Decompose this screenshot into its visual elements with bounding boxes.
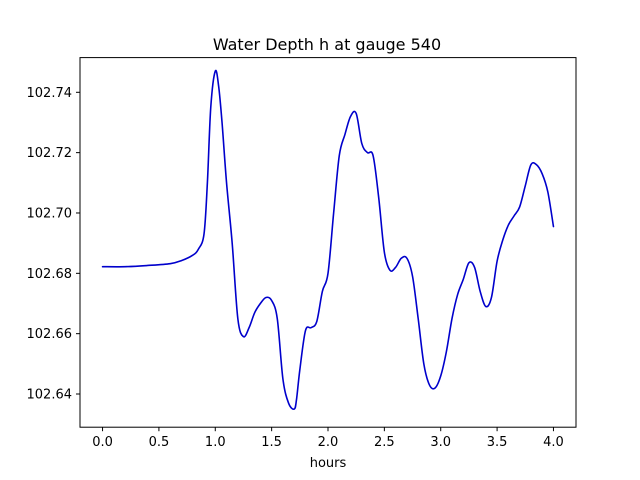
- y-tick-label: 102.68: [27, 267, 73, 282]
- x-tick-label: 2.5: [374, 435, 395, 450]
- series-line: [101, 69, 555, 410]
- x-tick-label: 0.0: [92, 435, 113, 450]
- y-axis: 102.64 102.66 102.68 102.70 102.72 102.74: [27, 86, 80, 403]
- x-tick-label: 3.5: [487, 435, 508, 450]
- y-tick-label: 102.72: [27, 146, 73, 161]
- x-tick-label: 1.0: [205, 435, 226, 450]
- x-tick-label: 1.5: [261, 435, 282, 450]
- x-tick-label: 0.5: [149, 435, 170, 450]
- y-tick-label: 102.74: [27, 86, 73, 101]
- y-tick-label: 102.66: [27, 327, 73, 342]
- x-tick-label: 4.0: [543, 435, 564, 450]
- x-tick-label: 2.0: [318, 435, 339, 450]
- x-axis-label: hours: [310, 456, 347, 471]
- x-tick-label: 3.0: [430, 435, 451, 450]
- x-axis: 0.0 0.5 1.0 1.5 2.0 2.5 3.0 3.5 4.0: [92, 427, 564, 450]
- chart-title: Water Depth h at gauge 540: [213, 35, 441, 54]
- y-tick-label: 102.64: [27, 388, 73, 403]
- series-layer: [101, 69, 555, 410]
- y-tick-label: 102.70: [27, 206, 73, 221]
